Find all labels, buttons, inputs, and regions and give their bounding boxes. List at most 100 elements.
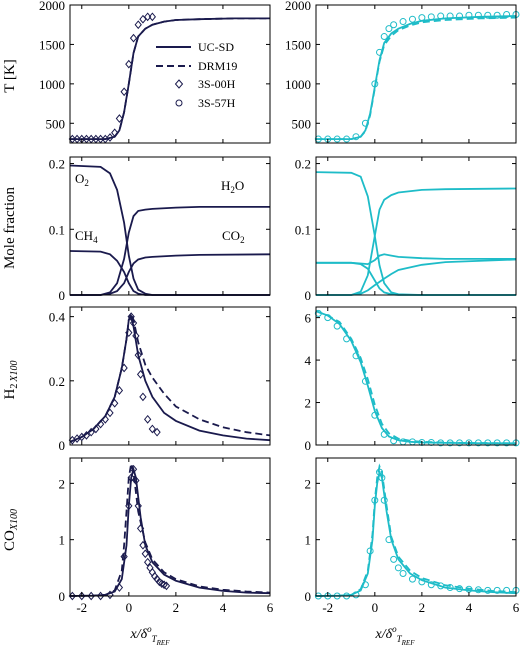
marker-3s-00h <box>129 33 138 43</box>
marker-3s-00h <box>136 370 145 379</box>
marker-3s-00h <box>78 591 86 601</box>
axes-frame <box>315 306 517 446</box>
marker-3s-57h <box>446 12 454 20</box>
marker-3s-00h <box>129 464 138 474</box>
marker-3s-00h <box>136 524 145 533</box>
line-uc-sd <box>315 310 516 445</box>
marker-3s-57h <box>408 575 416 583</box>
marker-3s-00h <box>111 398 119 408</box>
marker-3s-00h <box>143 12 152 22</box>
y-tick-label: 4 <box>305 353 312 368</box>
legend-3s-57h-label: 3S-57H <box>198 96 236 110</box>
marker-3s-57h <box>418 578 426 586</box>
marker-3s-00h <box>120 87 128 97</box>
y-tick-label: 1500 <box>285 37 311 52</box>
x-tick-label: 2 <box>419 600 426 615</box>
marker-3s-00h <box>101 414 109 424</box>
marker-3s-57h <box>427 581 435 589</box>
marker-3s-57h <box>399 569 407 577</box>
line-co-like <box>316 253 516 266</box>
y-tick-label: 0.2 <box>49 157 65 172</box>
marker-3s-57h <box>352 591 360 599</box>
y-tick-label: 0.2 <box>49 374 65 389</box>
marker-3s-00h <box>125 501 133 511</box>
y-tick-label: 2000 <box>285 0 311 13</box>
y-tick-label: 0 <box>305 589 312 604</box>
marker-3s-00h <box>96 591 105 601</box>
marker-3s-57h <box>333 322 341 330</box>
y-tick-label: 0 <box>59 589 66 604</box>
annotation-co2: CO2 <box>222 228 245 245</box>
svg-text:COX100: COX100 <box>2 509 20 551</box>
x-tick-label: 0 <box>126 600 133 615</box>
marker-3s-57h <box>390 555 398 563</box>
axes-frame <box>69 306 271 446</box>
plot-area: 50010001500200050010001500200000.10.200.… <box>39 0 520 615</box>
marker-3s-57h <box>380 33 388 41</box>
marker-3s-57h <box>314 135 322 143</box>
marker-3s-57h <box>390 21 398 29</box>
marker-3s-57h <box>503 586 511 594</box>
x-label-left: x/δoTREF <box>130 624 171 647</box>
marker-3s-57h <box>343 135 351 143</box>
marker-3s-57h <box>333 135 341 143</box>
svg-text:Mole fraction: Mole fraction <box>2 186 18 269</box>
marker-3s-57h <box>385 536 393 544</box>
y-tick-label: 1500 <box>39 37 65 52</box>
marker-3s-00h <box>139 392 147 402</box>
marker-3s-00h <box>111 128 119 138</box>
marker-3s-57h <box>437 439 445 447</box>
marker-3s-57h <box>493 11 501 19</box>
marker-3s-57h <box>399 18 407 26</box>
annotation-h2o: H2O <box>221 178 244 195</box>
marker-3s-57h <box>408 15 416 23</box>
panel-co-3s-57h: -2 0 2 4 6 0 1 2 <box>305 457 520 615</box>
marker-3s-00h <box>127 312 135 322</box>
marker-3s-00h <box>141 549 149 559</box>
marker-3s-00h <box>115 386 124 395</box>
x-tick-label: -2 <box>76 600 87 615</box>
axes-frame <box>69 4 271 144</box>
panel-t-3s-57h: 500 1000 1500 2000 <box>285 0 520 144</box>
y-tick-label: 0.4 <box>49 310 66 325</box>
x-tick-label: 0 <box>372 600 379 615</box>
x-label-right: x/δoTREF <box>375 624 416 647</box>
marker-3s-00h <box>115 114 124 123</box>
panel-h2-3s-00h: 0 0.2 0.4 <box>49 306 271 453</box>
y-tick-label: 2 <box>59 476 66 491</box>
line-drm19 <box>315 463 517 597</box>
y-label-mole-fraction: Mole fraction <box>2 186 18 269</box>
marker-3s-00h <box>132 476 140 485</box>
marker-3s-57h <box>314 309 322 317</box>
y-tick-label: 500 <box>292 116 312 131</box>
marker-3s-57h <box>343 335 351 343</box>
marker-3s-57h <box>371 80 379 88</box>
legend-3s-57h-marker <box>175 99 183 107</box>
marker-3s-00h <box>106 408 114 418</box>
y-tick-label: 0 <box>59 438 66 453</box>
legend-3s-00h-label: 3S-00H <box>198 77 236 91</box>
marker-3s-57h <box>456 12 464 20</box>
marker-3s-00h <box>106 590 114 600</box>
marker-3s-57h <box>493 586 501 594</box>
x-tick-label: 2 <box>173 600 180 615</box>
line-uc-sd <box>316 15 517 141</box>
svg-text:T [K]: T [K] <box>2 59 18 92</box>
marker-3s-57h <box>352 133 360 141</box>
marker-3s-00h <box>158 579 166 588</box>
marker-3s-00h <box>87 427 95 437</box>
marker-3s-00h <box>139 14 147 24</box>
marker-3s-57h <box>324 314 332 322</box>
annotation-ch4: CH4 <box>75 228 98 245</box>
y-tick-label: 0.1 <box>295 222 311 237</box>
legend: UC-SD DRM19 3S-00H 3S-57H <box>156 40 237 110</box>
line-drm19 <box>315 310 517 445</box>
marker-3s-00h <box>134 20 142 30</box>
y-tick-label: 1 <box>305 533 312 548</box>
marker-3s-57h <box>474 439 482 447</box>
marker-3s-57h <box>378 474 386 482</box>
marker-3s-00h <box>132 331 140 341</box>
marker-3s-57h <box>371 496 379 504</box>
marker-3s-57h <box>474 11 482 19</box>
line-co2 <box>70 253 271 296</box>
